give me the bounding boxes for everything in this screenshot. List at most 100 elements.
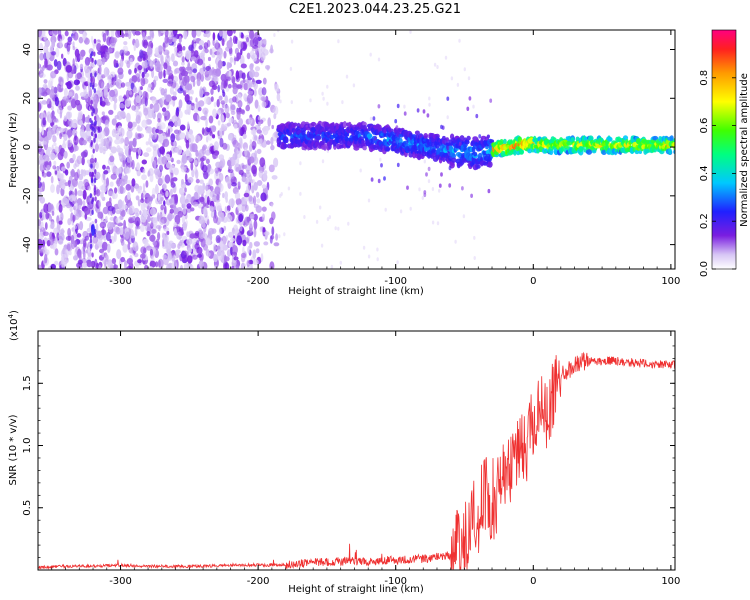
heatmap-noise-cell	[260, 52, 266, 62]
figure-title: C2E1.2023.044.23.25.G21	[288, 2, 462, 17]
heatmap-noise-cell	[113, 226, 120, 233]
heatmap-noise-cell	[120, 256, 126, 263]
spectrogram-cells	[38, 30, 675, 269]
heatmap-noise-cell	[82, 31, 86, 41]
heatmap-noise-cell	[235, 198, 242, 206]
heatmap-noise-cell	[69, 145, 74, 153]
snr-multiplier: (x104)	[7, 310, 20, 341]
heatmap-noise-cell	[115, 30, 121, 38]
heatmap-noise-cell	[84, 64, 90, 74]
heatmap-noise-cell	[236, 84, 243, 89]
heatmap-stripe-cell	[94, 157, 97, 163]
heatmap-noise-cell	[174, 193, 179, 204]
heatmap-noise-cell	[153, 102, 160, 113]
heatmap-noise-cell	[118, 97, 125, 102]
heatmap-noise-cell	[243, 93, 248, 101]
heatmap-noise-cell	[38, 238, 43, 249]
heatmap-noise-cell	[117, 199, 123, 209]
heatmap-noise-cell	[172, 30, 178, 37]
heatmap-noise-cell	[240, 252, 247, 258]
heatmap-noise-cell	[169, 86, 174, 95]
heatmap-noise-cell	[179, 66, 184, 72]
heatmap-noise-cell	[56, 184, 60, 195]
heatmap-noise-cell	[232, 86, 238, 95]
heatmap-noise-cell	[115, 134, 120, 140]
spectrogram-x-tick-label: -300	[109, 276, 132, 287]
heatmap-noise-cell	[90, 35, 94, 44]
heatmap-sparse-cell	[409, 206, 412, 211]
heatmap-noise-cell	[120, 127, 125, 137]
heatmap-noise-cell	[217, 60, 223, 69]
heatmap-noise-cell	[195, 178, 200, 184]
heatmap-noise-cell	[122, 243, 128, 253]
heatmap-band-cell	[583, 136, 588, 142]
heatmap-stripe-cell	[90, 178, 94, 184]
heatmap-noise-cell	[245, 171, 251, 178]
heatmap-noise-cell	[47, 146, 52, 152]
heatmap-noise-cell	[174, 129, 180, 135]
heatmap-noise-cell	[171, 95, 178, 101]
heatmap-sparse-cell	[427, 179, 431, 184]
heatmap-noise-cell	[160, 30, 166, 34]
heatmap-noise-cell	[61, 166, 66, 172]
heatmap-noise-cell	[209, 146, 214, 153]
heatmap-sparse-cell	[290, 39, 294, 44]
heatmap-noise-cell	[123, 41, 128, 46]
heatmap-debris-cell	[466, 106, 470, 112]
heatmap-noise-cell	[155, 224, 162, 230]
heatmap-noise-cell	[190, 89, 194, 95]
heatmap-stripe-cell	[89, 193, 93, 199]
heatmap-noise-cell	[128, 207, 133, 216]
heatmap-noise-cell	[273, 105, 279, 116]
heatmap-noise-cell	[206, 127, 211, 133]
heatmap-sparse-cell	[362, 245, 366, 250]
heatmap-noise-cell	[167, 128, 171, 138]
heatmap-noise-cell	[180, 194, 186, 205]
spectrogram-frame	[37, 29, 676, 270]
heatmap-noise-cell	[79, 63, 84, 70]
heatmap-sparse-cell	[341, 100, 344, 105]
heatmap-noise-cell	[222, 91, 226, 97]
heatmap-noise-cell	[108, 141, 112, 150]
heatmap-noise-cell	[63, 87, 68, 98]
heatmap-noise-cell	[150, 82, 155, 91]
heatmap-noise-cell	[127, 121, 133, 129]
heatmap-noise-cell	[199, 88, 204, 98]
heatmap-noise-cell	[187, 176, 194, 184]
heatmap-noise-cell	[177, 87, 184, 94]
heatmap-noise-cell	[192, 254, 198, 260]
heatmap-stripe-cell	[92, 148, 95, 154]
heatmap-noise-cell	[200, 115, 207, 121]
heatmap-noise-cell	[92, 92, 97, 100]
heatmap-noise-cell	[260, 253, 264, 262]
heatmap-noise-cell	[178, 35, 182, 44]
heatmap-noise-cell	[127, 30, 132, 40]
colorbar-frame	[711, 29, 737, 270]
heatmap-noise-cell	[86, 261, 92, 268]
heatmap-noise-cell	[149, 234, 156, 242]
heatmap-debris-cell	[475, 113, 479, 119]
heatmap-noise-cell	[174, 121, 180, 127]
heatmap-noise-cell	[104, 85, 108, 96]
heatmap-noise-cell	[129, 232, 135, 239]
heatmap-noise-cell	[162, 78, 169, 83]
heatmap-noise-cell	[83, 249, 86, 260]
heatmap-stripe-cell	[89, 238, 93, 244]
heatmap-noise-cell	[223, 50, 227, 59]
heatmap-noise-cell	[227, 83, 232, 89]
heatmap-band-cell	[652, 135, 659, 141]
heatmap-noise-cell	[67, 105, 73, 111]
heatmap-noise-cell	[154, 184, 159, 195]
heatmap-noise-cell	[241, 176, 247, 183]
heatmap-noise-cell	[86, 227, 92, 233]
heatmap-noise-cell	[202, 107, 209, 115]
heatmap-noise-cell	[73, 255, 78, 261]
heatmap-noise-cell	[82, 169, 87, 177]
spectrogram-x-tick-label: -200	[247, 276, 270, 287]
heatmap-noise-cell	[180, 187, 185, 197]
heatmap-noise-cell	[111, 37, 118, 44]
heatmap-sparse-cell	[428, 96, 431, 101]
heatmap-noise-cell	[82, 263, 88, 268]
heatmap-noise-cell	[220, 84, 224, 91]
